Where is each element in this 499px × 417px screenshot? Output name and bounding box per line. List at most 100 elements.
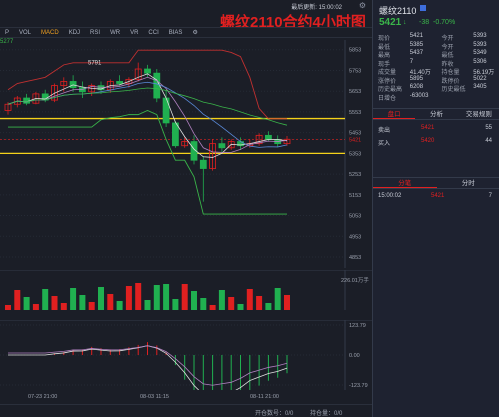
volume-bar: [209, 305, 216, 310]
volume-bar: [51, 296, 58, 310]
volume-bar: [274, 288, 281, 310]
volume-bar: [228, 297, 235, 310]
candle-body: [51, 85, 58, 101]
indicator-tab[interactable]: BIAS: [168, 29, 183, 36]
volume-bar: [181, 284, 188, 310]
moving-average-line: [7, 76, 288, 153]
bid-price: 5420: [421, 138, 435, 144]
quote-label: 昨收: [441, 61, 454, 68]
bid-label: 买入: [378, 141, 391, 147]
tab-order-book[interactable]: 盘口: [373, 109, 416, 119]
quote-tabs: 盘口 分析 交易规则: [373, 108, 499, 120]
volume-bar: [98, 287, 104, 310]
volume-bar: [246, 289, 253, 310]
macd-chart[interactable]: 123.79 0.00 -123.79: [0, 320, 372, 390]
volume-bar: [42, 289, 49, 310]
quote-value: 5385: [409, 41, 424, 48]
indicator-tab[interactable]: CCI: [148, 29, 159, 36]
quote-value: 5349: [473, 50, 487, 56]
indicator-tab[interactable]: P: [5, 29, 10, 36]
price-tick-label: 5253: [349, 172, 361, 178]
volume-bar: [88, 302, 95, 310]
volume-bar: [200, 298, 207, 310]
bid-qty: 44: [485, 138, 492, 144]
quote-label: 成交量: [378, 70, 397, 76]
quote-value: 5895: [409, 75, 424, 82]
quote-label: 最低: [378, 44, 391, 51]
quote-value: -63003: [409, 92, 429, 99]
candle-body: [60, 81, 68, 86]
quote-label: 持仓量: [441, 70, 460, 76]
time-tick-label: 07-23 21:00: [28, 394, 57, 400]
volume-bar: [153, 285, 160, 310]
macd-tick-label: 123.79: [349, 323, 366, 329]
quote-label: [437, 93, 469, 102]
quote-header: 螺纹2110 5421 ↓ -38 -0.70%: [373, 0, 499, 32]
price-tick-label: 5053: [349, 214, 361, 220]
tick-row: 15:00:02 5421 7: [373, 192, 499, 202]
quote-label: 日增仓: [378, 95, 397, 102]
open-position-count: 开仓数号：0/0: [255, 411, 294, 417]
volume-chart[interactable]: 226.01万手: [0, 270, 372, 310]
time-tick-label: 08-11 21:00: [250, 394, 279, 400]
quote-label: 历史最低: [441, 87, 466, 93]
max-price-label: 5791: [88, 61, 102, 67]
volume-bar: [107, 294, 114, 310]
tab-ticks[interactable]: 分笔: [373, 178, 437, 188]
candle-body: [162, 97, 170, 124]
indicator-tab[interactable]: KDJ: [68, 29, 81, 36]
price-tick-label: 5553: [349, 110, 361, 116]
candle-body: [255, 134, 263, 145]
price-tick-label: 5453: [349, 131, 361, 137]
indicator-tab[interactable]: RSI: [90, 29, 101, 36]
quote-label: 现价: [378, 36, 391, 42]
down-arrow-icon: ↓: [403, 19, 407, 26]
volume-bar: [191, 291, 197, 310]
candle-body: [190, 141, 198, 161]
quote-label: 最高: [378, 53, 391, 59]
volume-bar: [135, 283, 142, 310]
change-percent: -0.70%: [433, 19, 456, 26]
indicator-settings-icon[interactable]: ⚙: [192, 30, 198, 36]
volume-bar: [218, 290, 225, 310]
indicator-tab[interactable]: VOL: [19, 29, 32, 36]
price-tick-label: 4953: [349, 234, 361, 240]
quote-label: 现手: [378, 61, 391, 68]
candle-body: [181, 141, 189, 147]
settings-gear-icon[interactable]: ⚙: [358, 1, 366, 10]
upper-band-line: [7, 49, 287, 120]
tab-trading-rules[interactable]: 交易规则: [465, 111, 492, 118]
indicator-tab[interactable]: MACD: [41, 29, 59, 36]
quote-value: 56.19万: [473, 70, 495, 76]
top-bar: [0, 0, 372, 13]
volume-bar: [70, 288, 77, 310]
indicator-tab[interactable]: VR: [130, 29, 139, 36]
tab-analysis[interactable]: 分析: [429, 111, 443, 118]
quote-value: 5393: [473, 41, 487, 48]
price-tick-label: 5753: [349, 68, 361, 74]
candle-body: [116, 81, 123, 84]
candle-body: [134, 68, 142, 80]
lower-band-line: [8, 109, 287, 215]
quote-row: 现价 5421 今开 5393: [373, 33, 499, 42]
price-tick-label: 5653: [349, 89, 361, 95]
quote-label: 最低: [441, 53, 454, 59]
chart-area[interactable]: 最后更新: 15:00:02 ⚙ 螺纹2110合约4小时图 P VOL MACD KD…: [0, 0, 372, 417]
candle-body: [218, 143, 226, 149]
volume-bar: [79, 295, 86, 310]
time-axis: 07-23 21:00 08-03 11:15 08-11 21:00: [28, 394, 279, 400]
volume-bar: [237, 304, 244, 310]
volume-bar: [14, 290, 21, 310]
quote-row: 历史最高 6208 历史最低 3405: [373, 84, 499, 93]
ask-qty: 55: [485, 125, 492, 131]
ask-label: 卖出: [378, 128, 391, 134]
tab-intraday[interactable]: 分时: [461, 180, 475, 187]
quote-value: 5306: [473, 58, 487, 65]
volume-bar: [284, 295, 290, 310]
volume-bar: [125, 286, 132, 310]
time-tick-label: 08-03 11:15: [140, 394, 169, 400]
indicator-tab[interactable]: WR: [110, 29, 121, 36]
change-value: -38: [419, 19, 430, 26]
volume-bar: [32, 304, 39, 310]
